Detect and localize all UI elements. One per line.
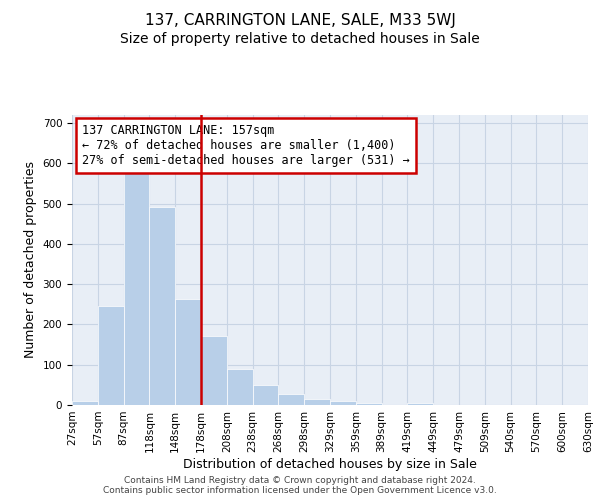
- Bar: [278, 394, 304, 405]
- Text: Size of property relative to detached houses in Sale: Size of property relative to detached ho…: [120, 32, 480, 46]
- Text: Contains HM Land Registry data © Crown copyright and database right 2024.
Contai: Contains HM Land Registry data © Crown c…: [103, 476, 497, 495]
- Bar: [227, 369, 253, 405]
- Bar: [72, 401, 98, 405]
- Text: 137 CARRINGTON LANE: 157sqm
← 72% of detached houses are smaller (1,400)
27% of : 137 CARRINGTON LANE: 157sqm ← 72% of det…: [82, 124, 410, 166]
- Text: 137, CARRINGTON LANE, SALE, M33 5WJ: 137, CARRINGTON LANE, SALE, M33 5WJ: [145, 12, 455, 28]
- Bar: [330, 401, 356, 405]
- Bar: [149, 207, 175, 405]
- X-axis label: Distribution of detached houses by size in Sale: Distribution of detached houses by size …: [183, 458, 477, 470]
- Bar: [175, 300, 201, 405]
- Bar: [304, 399, 330, 405]
- Bar: [356, 403, 382, 405]
- Y-axis label: Number of detached properties: Number of detached properties: [24, 162, 37, 358]
- Bar: [124, 174, 149, 405]
- Bar: [253, 385, 278, 405]
- Bar: [98, 306, 124, 405]
- Bar: [407, 403, 433, 405]
- Bar: [201, 336, 227, 405]
